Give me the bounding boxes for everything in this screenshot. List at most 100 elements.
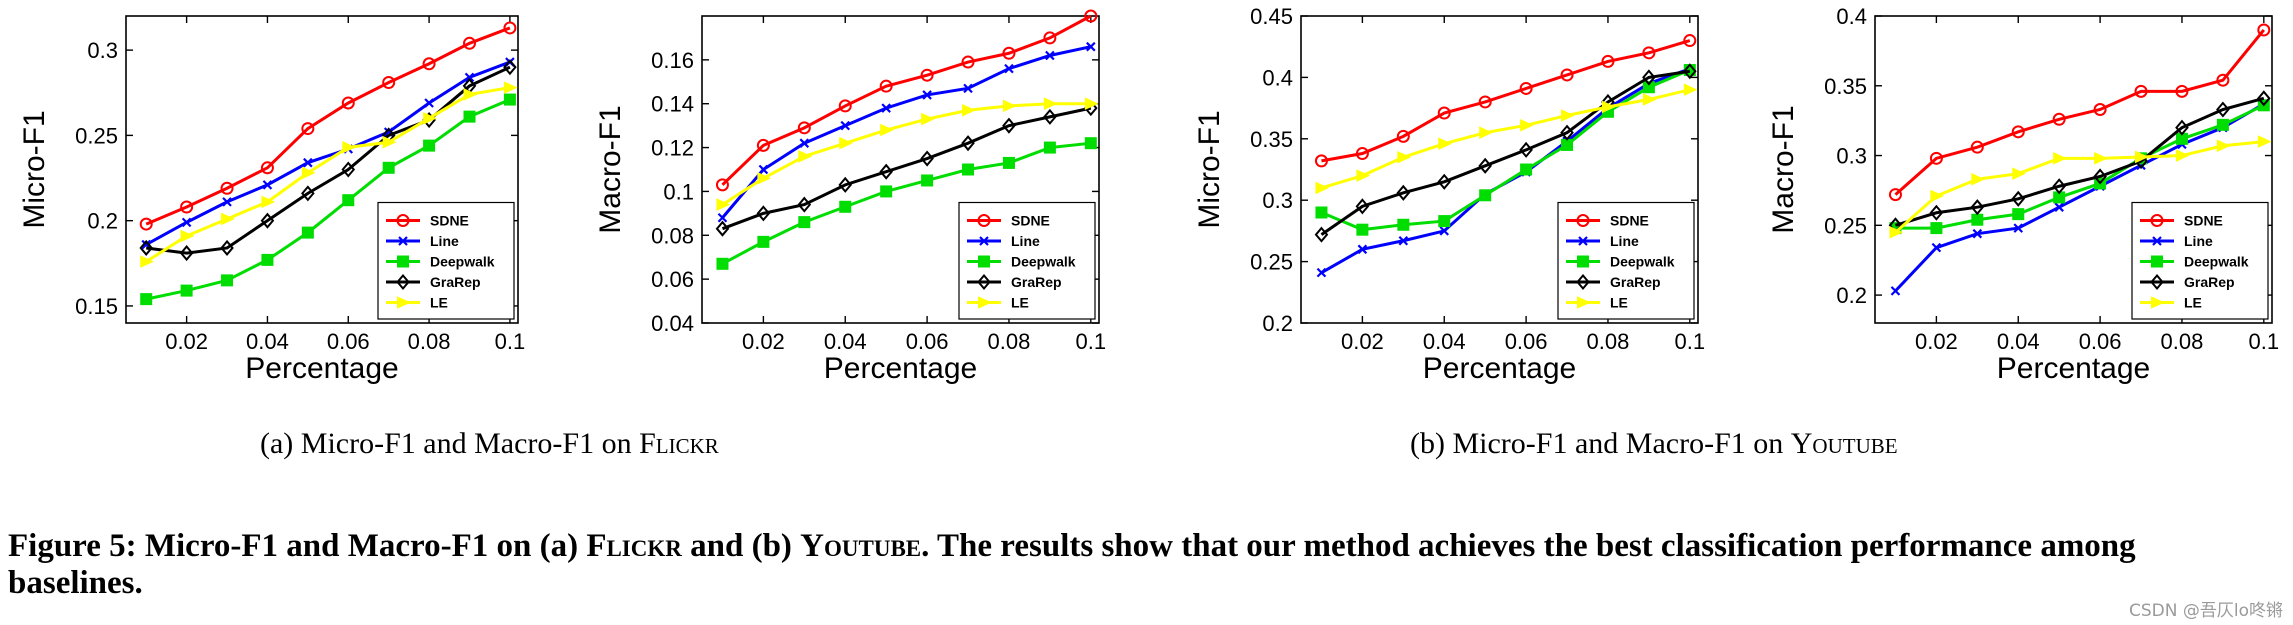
data-point — [140, 255, 154, 268]
series-line — [1895, 103, 2265, 230]
legend-marker — [2150, 273, 2164, 291]
data-point — [1560, 68, 1574, 82]
data-point — [838, 176, 853, 193]
data-point — [1929, 151, 1943, 165]
data-point — [342, 194, 355, 207]
x-tick-label: 0.06 — [2079, 329, 2122, 354]
data-point — [181, 217, 192, 228]
legend-label: Deepwalk — [1011, 254, 1076, 270]
series-line — [1894, 140, 2264, 234]
data-point — [797, 196, 812, 213]
data-point — [221, 212, 235, 226]
legend: SDNE Line Deepwalk GraRep LE — [377, 201, 515, 320]
x-tick-label: 0.04 — [1423, 329, 1466, 354]
series-deepwalk — [716, 137, 1097, 270]
y-tick-label: 0.3 — [87, 38, 118, 63]
series-le — [1315, 83, 1698, 195]
data-point — [757, 235, 770, 248]
data-point — [1437, 173, 1452, 190]
x-tick-label: 0.04 — [1997, 329, 2040, 354]
data-point — [1086, 41, 1096, 52]
legend-label: Deepwalk — [1610, 254, 1675, 270]
x-tick-label: 0.08 — [2161, 329, 2204, 354]
data-point — [879, 79, 893, 93]
data-point — [463, 36, 477, 50]
data-point — [1398, 235, 1409, 246]
data-point — [756, 138, 770, 152]
y-tick-label: 0.2 — [1836, 283, 1867, 308]
series-line — [721, 106, 1092, 231]
data-point — [1889, 226, 1904, 239]
series-line — [721, 14, 1092, 186]
data-point — [301, 122, 315, 136]
data-point — [1642, 81, 1655, 94]
data-point — [503, 81, 518, 94]
x-tick-label: 0.08 — [408, 329, 451, 354]
data-point — [1084, 97, 1099, 110]
data-point — [463, 110, 476, 123]
series-sdne — [1888, 23, 2271, 202]
legend-marker — [979, 236, 989, 246]
data-point — [1683, 34, 1697, 48]
x-axis-label: Percentage — [1423, 352, 1576, 385]
data-point — [180, 229, 195, 243]
data-point — [1316, 267, 1327, 278]
data-point — [180, 284, 193, 297]
legend-marker — [1576, 273, 1590, 291]
legend-label: GraRep — [2184, 274, 2235, 290]
data-point — [2094, 152, 2108, 165]
y-tick-label: 0.12 — [651, 136, 694, 161]
data-point — [1043, 108, 1057, 125]
legend-label: SDNE — [430, 213, 469, 229]
data-point — [220, 181, 234, 195]
legend-label: Line — [430, 233, 459, 249]
series-grarep — [139, 59, 517, 262]
data-point — [301, 185, 315, 202]
data-point — [756, 205, 771, 222]
data-point — [839, 136, 853, 150]
data-point — [222, 197, 232, 207]
data-point — [2175, 84, 2189, 98]
data-point — [840, 120, 851, 131]
data-point — [2134, 84, 2148, 98]
data-point — [262, 180, 273, 190]
data-point — [1970, 199, 1985, 216]
data-point — [1970, 140, 1984, 154]
data-point — [838, 99, 852, 113]
data-point — [1601, 54, 1615, 68]
series-line — [721, 102, 1091, 206]
data-point — [2216, 118, 2229, 131]
series-grarep — [1314, 63, 1697, 243]
data-point — [422, 57, 436, 71]
y-tick-label: 0.45 — [1250, 4, 1293, 29]
data-point — [139, 239, 154, 257]
series-line — [145, 98, 511, 301]
y-tick-label: 0.4 — [1836, 4, 1867, 29]
data-point — [1084, 137, 1097, 150]
data-point — [2011, 190, 2026, 207]
y-axis-label: Macro-F1 — [594, 105, 627, 233]
x-tick-label: 0.08 — [988, 329, 1031, 354]
data-point — [1520, 163, 1533, 176]
data-point — [1356, 223, 1369, 236]
series-line — [1320, 69, 1691, 236]
y-tick-label: 0.3 — [1262, 188, 1293, 213]
data-point — [1002, 46, 1016, 60]
data-point — [503, 93, 516, 106]
data-point — [717, 212, 728, 223]
y-tick-label: 0.04 — [651, 311, 694, 336]
y-tick-label: 0.3 — [1836, 144, 1867, 169]
data-point — [1043, 97, 1058, 110]
data-point — [503, 21, 517, 35]
subcaption-a: (a) Micro-F1 and Macro-F1 on Flickr — [260, 427, 719, 460]
x-axis-label: Percentage — [824, 352, 977, 385]
data-point — [1438, 137, 1452, 150]
watermark-text: CSDN @吾仄lo咚锵 — [2129, 601, 2283, 621]
data-point — [2052, 178, 2066, 195]
legend-label: Deepwalk — [2184, 254, 2249, 270]
data-point — [423, 139, 436, 152]
data-point — [180, 200, 194, 214]
data-point — [1519, 81, 1533, 95]
y-tick-label: 0.16 — [651, 48, 694, 73]
legend-label: GraRep — [1610, 274, 1661, 290]
